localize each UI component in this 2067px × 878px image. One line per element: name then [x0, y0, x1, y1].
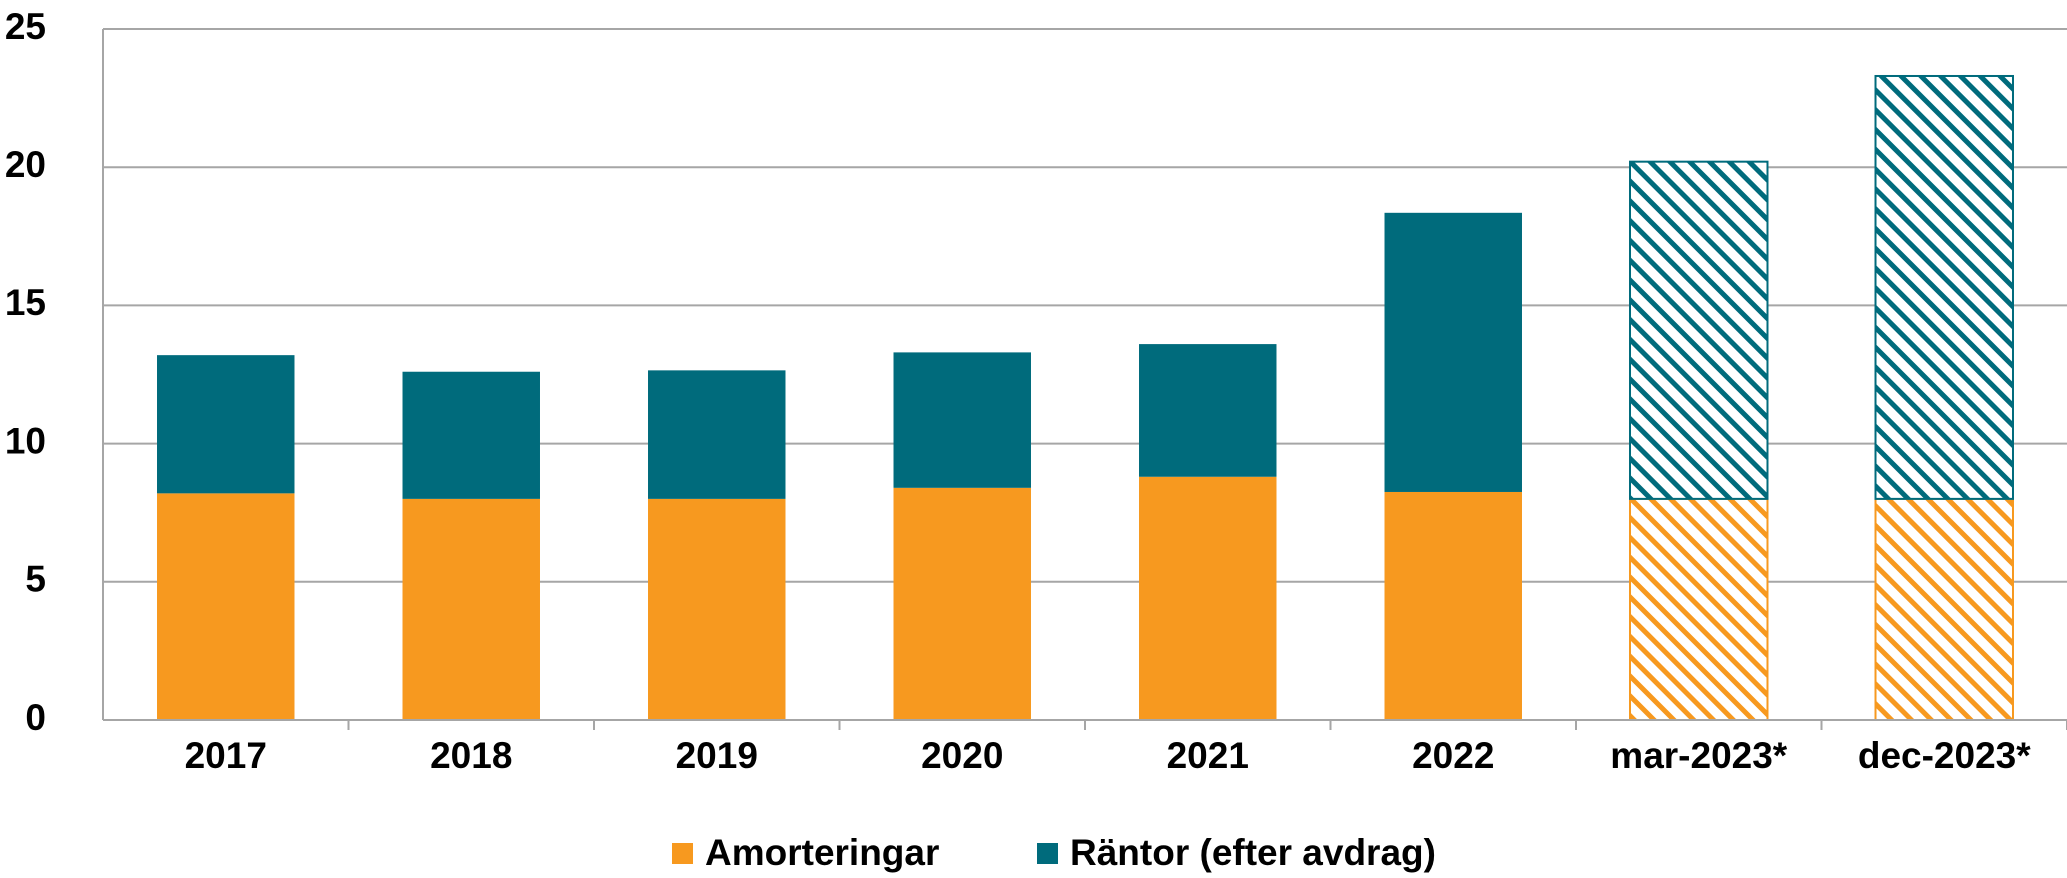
y-tick-label: 15 — [5, 282, 46, 323]
x-tick-label: 2019 — [676, 735, 758, 776]
bar-segment — [648, 498, 786, 720]
bar-segment — [1139, 344, 1277, 477]
legend-label: Amorteringar — [705, 832, 939, 873]
bar-segment — [157, 493, 295, 720]
bar-segment — [1384, 212, 1522, 492]
bar-segment — [402, 371, 540, 499]
bar-segment — [1629, 160, 1769, 500]
y-tick-label: 0 — [25, 697, 46, 738]
y-tick-label: 20 — [5, 144, 46, 185]
x-tick-label: mar-2023* — [1610, 735, 1788, 776]
bar-segment — [1629, 497, 1769, 721]
legend-swatch — [1037, 843, 1058, 864]
x-tick-label: 2017 — [185, 735, 267, 776]
bar-segment — [402, 498, 540, 720]
legend-label: Räntor (efter avdrag) — [1070, 832, 1436, 873]
bar-segment — [1874, 497, 2014, 721]
bar-segment — [1139, 476, 1277, 720]
legend-swatch — [672, 843, 693, 864]
bar-segment — [648, 370, 786, 499]
y-tick-label: 25 — [5, 6, 46, 47]
x-tick-label: 2018 — [430, 735, 512, 776]
bar-segment — [1874, 74, 2014, 500]
bar-segment — [893, 487, 1031, 720]
bar-segment — [1384, 491, 1522, 720]
x-tick-label: 2021 — [1167, 735, 1249, 776]
y-tick-label: 10 — [5, 420, 46, 461]
bar-segment — [893, 352, 1031, 488]
y-tick-label: 5 — [25, 559, 46, 600]
bar-segment — [157, 355, 295, 494]
x-tick-label: 2022 — [1412, 735, 1494, 776]
x-tick-label: dec-2023* — [1858, 735, 2031, 776]
x-tick-label: 2020 — [921, 735, 1003, 776]
